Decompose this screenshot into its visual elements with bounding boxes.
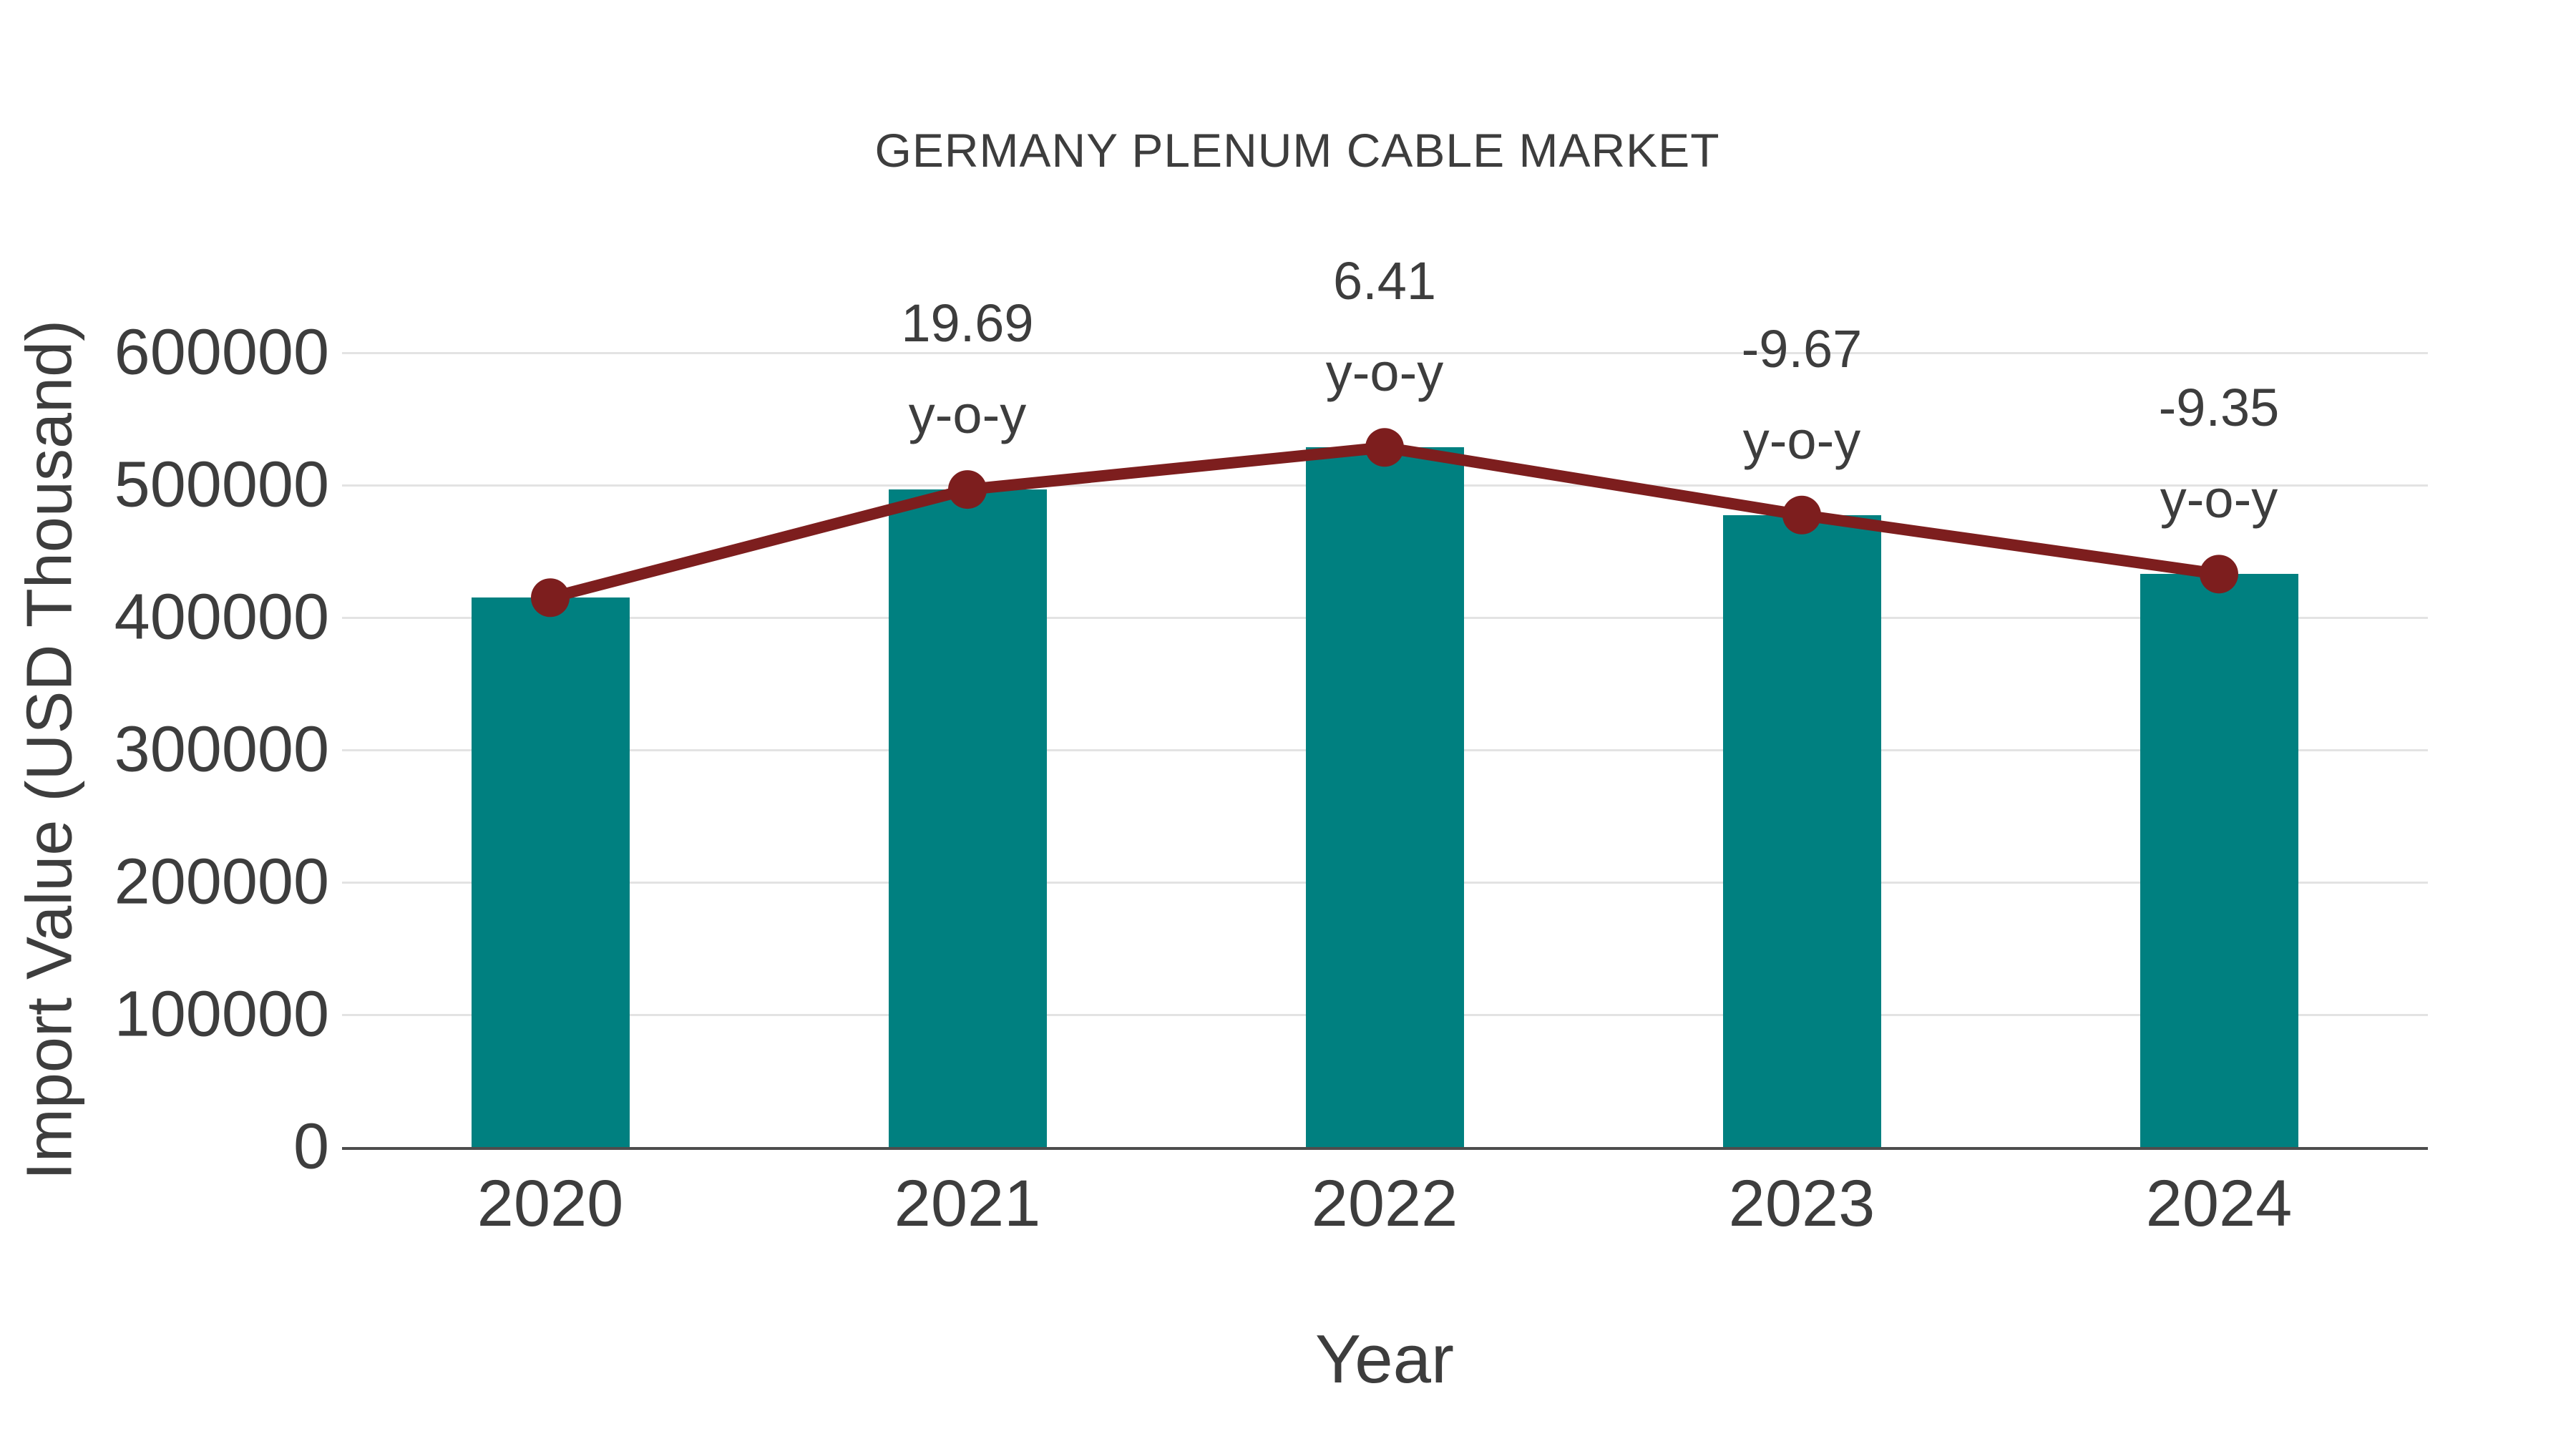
y-tick-label-600000: 600000 [114, 316, 329, 389]
yoy-suffix: y-o-y [908, 385, 1027, 445]
yoy-value: -9.67 [1741, 318, 1863, 379]
y-tick-label-0: 0 [293, 1111, 329, 1183]
trend-marker-2021 [948, 470, 987, 509]
y-tick-label-500000: 500000 [114, 449, 329, 521]
x-tick-label-2021: 2021 [894, 1167, 1041, 1240]
trend-marker-2024 [2200, 555, 2238, 594]
yoy-value: -9.35 [2158, 378, 2280, 438]
yoy-value: 6.41 [1332, 251, 1437, 311]
yoy-suffix: y-o-y [2160, 469, 2278, 530]
y-tick-label-200000: 200000 [114, 846, 329, 918]
bar-2023 [1722, 514, 1881, 1147]
chart-title: GERMANY PLENUM CABLE MARKET [874, 124, 1720, 177]
yoy-value: 19.69 [901, 293, 1034, 353]
x-tick-label-2024: 2024 [2145, 1167, 2293, 1240]
trend-line [548, 441, 2220, 603]
y-tick-label-300000: 300000 [114, 713, 329, 786]
y-tick-label-100000: 100000 [114, 978, 329, 1050]
y-tick-label-400000: 400000 [114, 581, 329, 653]
trend-marker-2020 [531, 578, 570, 618]
bar-2022 [1305, 447, 1464, 1147]
plot-area [342, 351, 2428, 1150]
yoy-annotation-2024: -9.35 y-o-y [2159, 362, 2280, 545]
gridline-600000 [342, 351, 2428, 354]
bar-2020 [471, 597, 630, 1147]
x-axis-title: Year [1315, 1321, 1454, 1397]
trend-marker-2022 [1365, 428, 1404, 467]
bar-2024 [2140, 574, 2298, 1147]
yoy-suffix: y-o-y [1325, 343, 1444, 403]
x-tick-label-2022: 2022 [1311, 1167, 1458, 1240]
x-tick-label-2020: 2020 [477, 1167, 624, 1240]
yoy-annotation-2021: 19.69 y-o-y [901, 278, 1033, 461]
bar-2021 [888, 489, 1047, 1147]
trend-marker-2023 [1782, 495, 1821, 535]
yoy-annotation-2022: 6.41 y-o-y [1326, 235, 1443, 419]
yoy-annotation-2023: -9.67 y-o-y [1742, 303, 1863, 487]
yoy-suffix: y-o-y [1742, 410, 1861, 470]
x-tick-label-2023: 2023 [1728, 1167, 1875, 1240]
trend-line-layer [531, 428, 2238, 618]
